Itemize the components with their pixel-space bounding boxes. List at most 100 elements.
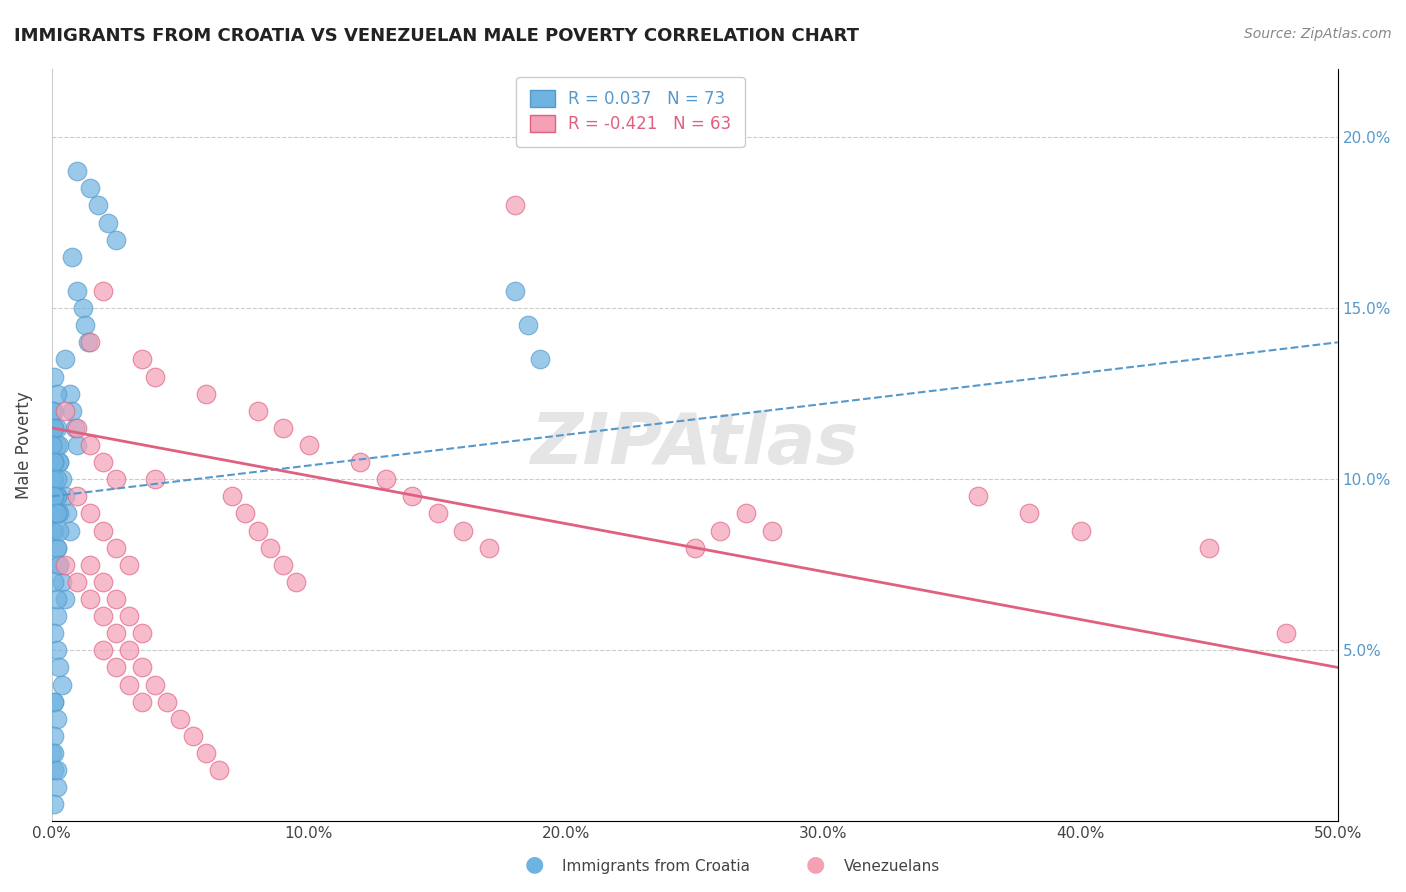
Point	[44, 574, 66, 589]
Point	[59, 524, 82, 538]
Point	[45, 421, 67, 435]
Point	[246, 524, 269, 538]
Point	[91, 643, 114, 657]
Point	[44, 472, 66, 486]
Point	[105, 233, 128, 247]
Point	[44, 455, 66, 469]
Point	[451, 524, 474, 538]
Point	[44, 763, 66, 777]
Point	[375, 472, 398, 486]
Point	[44, 695, 66, 709]
Point	[45, 763, 67, 777]
Point	[221, 489, 243, 503]
Point	[131, 695, 153, 709]
Point	[51, 677, 73, 691]
Point	[91, 574, 114, 589]
Point	[44, 403, 66, 417]
Point	[66, 284, 89, 298]
Point	[53, 352, 76, 367]
Point	[44, 489, 66, 503]
Point	[72, 301, 94, 315]
Point	[44, 797, 66, 812]
Text: IMMIGRANTS FROM CROATIA VS VENEZUELAN MALE POVERTY CORRELATION CHART: IMMIGRANTS FROM CROATIA VS VENEZUELAN MA…	[14, 27, 859, 45]
Point	[51, 574, 73, 589]
Point	[44, 626, 66, 640]
Point	[41, 524, 63, 538]
Point	[45, 489, 67, 503]
Point	[60, 403, 83, 417]
Point	[105, 592, 128, 607]
Point	[41, 746, 63, 760]
Point	[97, 215, 120, 229]
Point	[118, 643, 141, 657]
Point	[1070, 524, 1092, 538]
Point	[131, 660, 153, 674]
Point	[169, 712, 191, 726]
Point	[44, 489, 66, 503]
Point	[271, 558, 294, 572]
Point	[53, 558, 76, 572]
Point	[45, 541, 67, 555]
Point	[478, 541, 501, 555]
Point	[45, 489, 67, 503]
Point	[44, 421, 66, 435]
Text: ●: ●	[524, 855, 544, 874]
Point	[75, 318, 97, 333]
Point	[48, 558, 70, 572]
Point	[503, 284, 526, 298]
Point	[529, 352, 551, 367]
Point	[45, 780, 67, 795]
Point	[53, 403, 76, 417]
Point	[79, 507, 101, 521]
Point	[41, 472, 63, 486]
Point	[41, 403, 63, 417]
Point	[683, 541, 706, 555]
Point	[156, 695, 179, 709]
Point	[48, 507, 70, 521]
Point	[66, 421, 89, 435]
Point	[761, 524, 783, 538]
Point	[87, 198, 110, 212]
Point	[349, 455, 371, 469]
Text: Source: ZipAtlas.com: Source: ZipAtlas.com	[1244, 27, 1392, 41]
Point	[91, 524, 114, 538]
Point	[79, 592, 101, 607]
Point	[51, 472, 73, 486]
Point	[44, 507, 66, 521]
Point	[48, 524, 70, 538]
Point	[45, 472, 67, 486]
Point	[246, 403, 269, 417]
Point	[63, 421, 86, 435]
Point	[45, 507, 67, 521]
Point	[233, 507, 256, 521]
Point	[44, 455, 66, 469]
Point	[53, 489, 76, 503]
Point	[195, 386, 218, 401]
Point	[66, 164, 89, 178]
Point	[105, 626, 128, 640]
Point	[118, 609, 141, 624]
Point	[66, 574, 89, 589]
Point	[45, 609, 67, 624]
Point	[76, 335, 98, 350]
Point	[118, 677, 141, 691]
Point	[208, 763, 231, 777]
Point	[59, 386, 82, 401]
Point	[143, 472, 166, 486]
Point	[271, 421, 294, 435]
Point	[143, 677, 166, 691]
Text: ZIPAtlas: ZIPAtlas	[530, 410, 859, 480]
Point	[41, 438, 63, 452]
Point	[105, 541, 128, 555]
Point	[91, 609, 114, 624]
Point	[44, 524, 66, 538]
Point	[45, 712, 67, 726]
Point	[131, 352, 153, 367]
Point	[66, 489, 89, 503]
Point	[56, 507, 79, 521]
Point	[131, 626, 153, 640]
Point	[48, 558, 70, 572]
Point	[105, 472, 128, 486]
Point	[53, 592, 76, 607]
Point	[79, 438, 101, 452]
